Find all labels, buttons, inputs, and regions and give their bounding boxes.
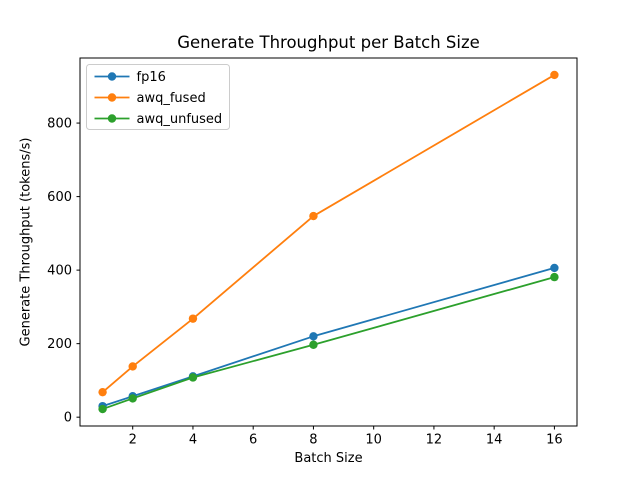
legend-marker bbox=[107, 93, 117, 102]
data-point-marker bbox=[309, 340, 318, 349]
series-line bbox=[102, 276, 555, 410]
series-awq_fused bbox=[98, 70, 559, 397]
data-point-marker bbox=[309, 332, 318, 341]
series-fp16 bbox=[98, 263, 559, 411]
x-tick-label: 4 bbox=[189, 433, 197, 448]
data-point-marker bbox=[550, 272, 559, 282]
legend-label: awq_unfused bbox=[137, 112, 223, 127]
data-point-marker bbox=[550, 263, 559, 273]
data-point-marker bbox=[128, 362, 137, 371]
y-tick-label: 800 bbox=[47, 117, 72, 132]
x-tick-label: 14 bbox=[486, 433, 503, 448]
x-axis-label: Batch Size bbox=[294, 451, 363, 466]
x-tick-label: 10 bbox=[365, 433, 382, 448]
y-axis-label: Generate Throughput (tokens/s) bbox=[18, 137, 34, 347]
y-tick-label: 200 bbox=[47, 337, 72, 352]
legend-label: fp16 bbox=[137, 70, 166, 85]
axes-frame bbox=[79, 57, 578, 427]
y-tick-label: 600 bbox=[47, 190, 72, 205]
chart-title: Generate Throughput per Batch Size bbox=[177, 33, 480, 52]
legend-box bbox=[86, 64, 230, 130]
data-point-marker bbox=[128, 394, 137, 403]
legend-marker bbox=[107, 72, 117, 81]
legend-item: awq_unfused bbox=[94, 112, 223, 127]
legend-label: awq_fused bbox=[137, 91, 206, 106]
data-point-marker bbox=[550, 70, 559, 80]
y-tick-label: 400 bbox=[47, 264, 72, 279]
x-tick-label: 6 bbox=[249, 433, 257, 448]
x-tick-label: 16 bbox=[546, 433, 563, 448]
data-point-marker bbox=[188, 373, 198, 382]
series-awq_unfused bbox=[98, 272, 559, 414]
legend-item: fp16 bbox=[94, 70, 166, 85]
data-point-marker bbox=[188, 314, 198, 323]
y-tick-label: 0 bbox=[64, 411, 72, 426]
data-point-marker bbox=[98, 387, 107, 397]
data-point-marker bbox=[98, 404, 107, 414]
legend-item: awq_fused bbox=[94, 91, 206, 106]
x-tick-label: 8 bbox=[309, 433, 317, 448]
y-axis-ticks: 0 200 400 600 800 bbox=[47, 117, 80, 426]
legend: fp16 awq_fused awq_unfused bbox=[86, 64, 230, 130]
x-tick-label: 2 bbox=[129, 433, 137, 448]
x-axis-ticks: 2 4 6 8 10 12 14 16 bbox=[129, 426, 563, 448]
x-tick-label: 12 bbox=[426, 433, 443, 448]
data-point-marker bbox=[309, 211, 318, 221]
legend-marker bbox=[107, 114, 117, 123]
